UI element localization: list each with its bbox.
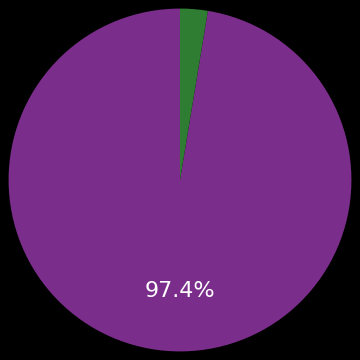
Wedge shape <box>9 9 351 351</box>
Wedge shape <box>180 9 208 180</box>
Text: 97.4%: 97.4% <box>145 282 215 301</box>
